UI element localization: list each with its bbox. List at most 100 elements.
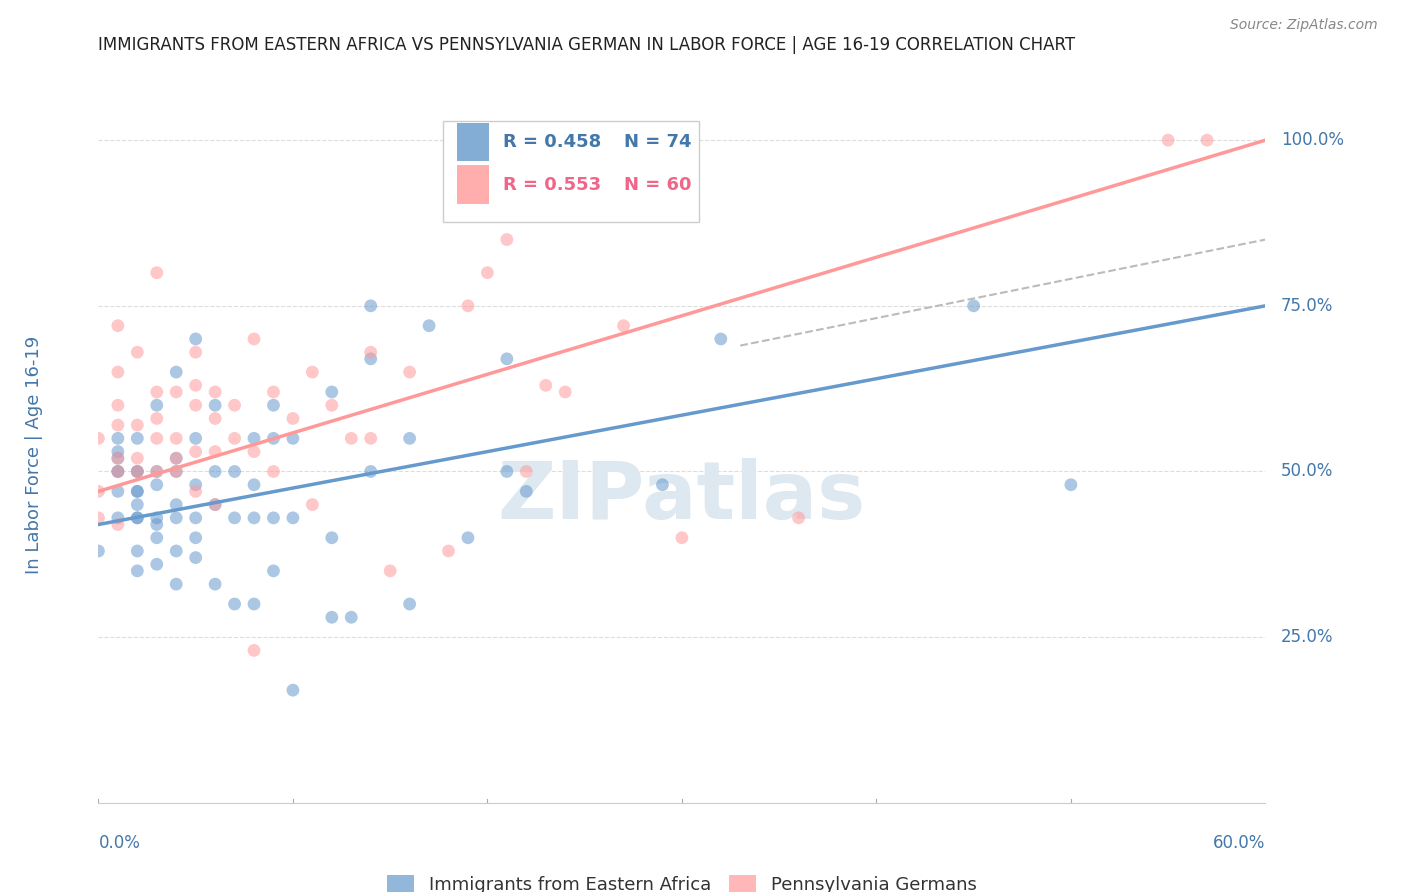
Point xyxy=(107,398,129,412)
Point xyxy=(651,477,673,491)
Point xyxy=(146,511,169,525)
Point xyxy=(127,511,149,525)
Point xyxy=(165,465,187,479)
Point xyxy=(554,384,576,399)
Point xyxy=(184,431,207,445)
Point xyxy=(127,431,149,445)
Point xyxy=(107,451,129,466)
Text: 75.0%: 75.0% xyxy=(1281,297,1333,315)
Point xyxy=(224,398,246,412)
Point xyxy=(107,465,129,479)
Point xyxy=(127,345,149,359)
Point xyxy=(243,597,266,611)
Point xyxy=(127,484,149,499)
Point xyxy=(321,398,343,412)
Point xyxy=(107,365,129,379)
Bar xyxy=(457,123,489,161)
Point xyxy=(146,266,169,280)
Point xyxy=(87,511,110,525)
Point xyxy=(457,299,479,313)
Point xyxy=(243,444,266,458)
Point xyxy=(87,431,110,445)
Point xyxy=(107,318,129,333)
Text: R = 0.458: R = 0.458 xyxy=(503,133,602,151)
Point xyxy=(184,345,207,359)
Point xyxy=(204,384,226,399)
Point xyxy=(378,564,402,578)
Point xyxy=(787,511,810,525)
Point xyxy=(107,465,129,479)
Point xyxy=(184,332,207,346)
Point xyxy=(534,378,557,392)
Point xyxy=(127,465,149,479)
Point xyxy=(87,484,110,499)
Point xyxy=(360,299,382,313)
Text: 100.0%: 100.0% xyxy=(1281,131,1344,149)
Point xyxy=(107,517,129,532)
Point xyxy=(165,451,187,466)
Point xyxy=(262,511,284,525)
Point xyxy=(262,465,284,479)
Point xyxy=(127,498,149,512)
Point xyxy=(184,511,207,525)
Point xyxy=(146,558,169,572)
Point xyxy=(107,431,129,445)
Point xyxy=(340,610,363,624)
Point xyxy=(418,318,440,333)
Point xyxy=(224,597,246,611)
Point xyxy=(281,411,304,425)
Point xyxy=(146,384,169,399)
Point xyxy=(127,564,149,578)
Point xyxy=(477,266,499,280)
Point xyxy=(127,465,149,479)
Point xyxy=(1195,133,1218,147)
Point xyxy=(127,484,149,499)
Point xyxy=(146,465,169,479)
Point xyxy=(107,465,129,479)
Point xyxy=(184,531,207,545)
Point xyxy=(165,365,187,379)
Point xyxy=(204,398,226,412)
Point xyxy=(146,517,169,532)
Point xyxy=(281,431,304,445)
Point xyxy=(184,378,207,392)
Text: IMMIGRANTS FROM EASTERN AFRICA VS PENNSYLVANIA GERMAN IN LABOR FORCE | AGE 16-19: IMMIGRANTS FROM EASTERN AFRICA VS PENNSY… xyxy=(98,36,1076,54)
Point xyxy=(281,683,304,698)
Point xyxy=(224,511,246,525)
Point xyxy=(360,345,382,359)
Bar xyxy=(457,165,489,203)
Point xyxy=(301,365,323,379)
Point xyxy=(710,332,733,346)
Point xyxy=(398,431,420,445)
Point xyxy=(262,398,284,412)
Point xyxy=(107,511,129,525)
Text: N = 74: N = 74 xyxy=(623,133,692,151)
Point xyxy=(204,465,226,479)
Point xyxy=(515,465,537,479)
Point xyxy=(360,465,382,479)
Point xyxy=(321,531,343,545)
Point xyxy=(398,597,420,611)
Point xyxy=(107,444,129,458)
Text: Source: ZipAtlas.com: Source: ZipAtlas.com xyxy=(1230,18,1378,32)
Point xyxy=(184,444,207,458)
Text: R = 0.553: R = 0.553 xyxy=(503,176,602,194)
Point xyxy=(107,451,129,466)
Point xyxy=(204,498,226,512)
Point xyxy=(437,544,460,558)
Point xyxy=(165,431,187,445)
Point xyxy=(165,577,187,591)
Point xyxy=(495,351,517,366)
Point xyxy=(204,411,226,425)
Point xyxy=(184,484,207,499)
Point xyxy=(165,511,187,525)
Text: ZIPatlas: ZIPatlas xyxy=(498,458,866,536)
Point xyxy=(107,484,129,499)
Point xyxy=(127,465,149,479)
Point xyxy=(224,465,246,479)
Point xyxy=(184,550,207,565)
Point xyxy=(321,610,343,624)
Point xyxy=(321,384,343,399)
Point xyxy=(204,444,226,458)
Point xyxy=(107,418,129,433)
